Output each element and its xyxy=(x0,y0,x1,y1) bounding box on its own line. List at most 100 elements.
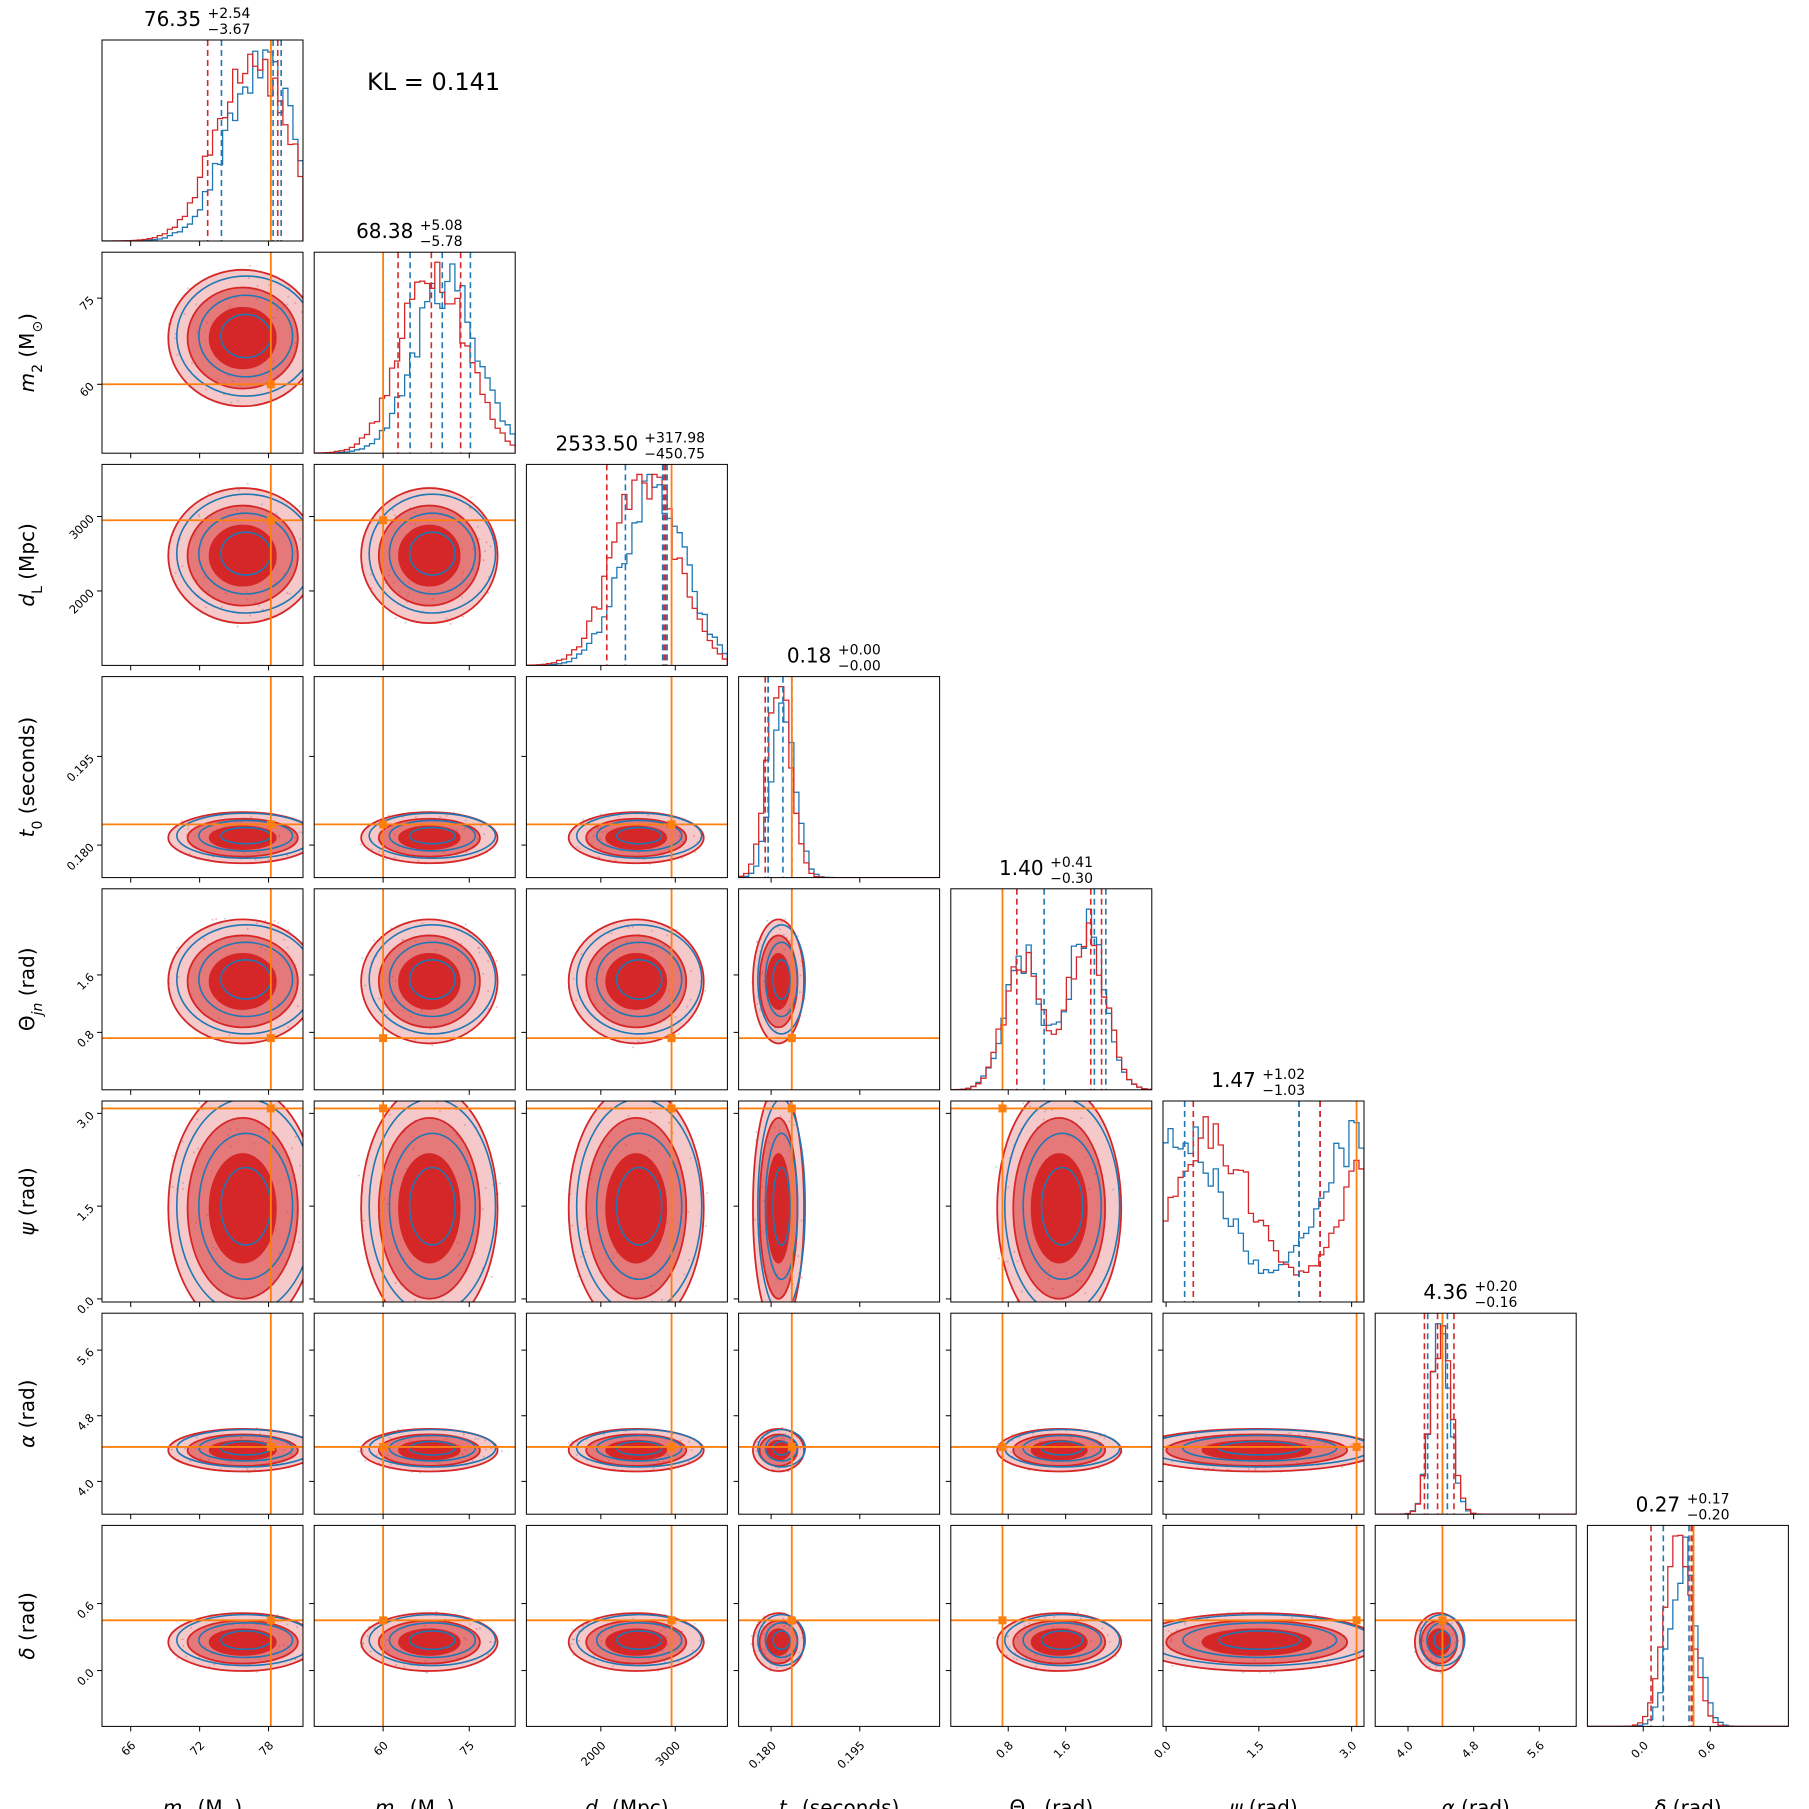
scatter-point xyxy=(188,852,191,855)
scatter-point xyxy=(286,854,289,857)
scatter-point xyxy=(187,824,190,827)
scatter-point xyxy=(1008,1645,1011,1648)
scatter-point xyxy=(482,972,485,975)
hist-title-plus-alpha: +0.20 xyxy=(1475,1279,1518,1295)
scatter-point xyxy=(641,1038,644,1041)
panel-frame xyxy=(313,1100,516,1303)
panel-frame xyxy=(525,1100,728,1303)
scatter-point xyxy=(500,1450,503,1453)
scatter-point xyxy=(1417,1629,1420,1632)
scatter-point xyxy=(750,1635,753,1638)
scatter-point xyxy=(482,832,485,835)
scatter-point xyxy=(287,1025,290,1028)
scatter-point xyxy=(287,295,290,298)
scatter-point xyxy=(461,596,464,599)
scatter-point xyxy=(478,946,481,949)
scatter-point xyxy=(997,1257,1000,1260)
scatter-point xyxy=(176,946,179,949)
scatter-point xyxy=(799,974,802,977)
scatter-point xyxy=(471,1459,474,1462)
scatter-point xyxy=(290,1147,293,1150)
scatter-point xyxy=(1044,1616,1047,1619)
contour-b-level-0 xyxy=(176,493,303,614)
contour-b-level-1 xyxy=(388,941,477,1018)
scatter-point xyxy=(320,989,322,991)
x-tick-label-thetajn: 0.8 xyxy=(993,1738,1016,1761)
scatter-point xyxy=(1367,1637,1369,1639)
scatter-point xyxy=(317,988,319,990)
contour-b-level-1 xyxy=(764,1434,799,1462)
scatter-point xyxy=(311,368,313,370)
truth-marker xyxy=(266,380,275,389)
scatter-point xyxy=(611,1664,614,1667)
scatter-point xyxy=(464,923,467,926)
y-tick-label-alpha: 4.8 xyxy=(74,1411,97,1434)
scatter-point xyxy=(495,1005,498,1008)
x-tick-label-m1: 78 xyxy=(256,1738,276,1758)
scatter-point xyxy=(1043,1110,1046,1113)
hist-title-plus-delta: +0.17 xyxy=(1687,1491,1730,1507)
contour-b-level-0 xyxy=(368,1428,497,1468)
x-tick-label-delta: 0.0 xyxy=(1628,1738,1651,1761)
scatter-point xyxy=(276,1613,279,1616)
scatter-point xyxy=(1014,1652,1017,1655)
scatter-point xyxy=(183,1447,186,1450)
y-axis-label-t0: t0 (seconds) xyxy=(15,717,46,837)
scatter-point xyxy=(663,1660,666,1663)
panel-frame xyxy=(313,1312,516,1515)
panel-frame xyxy=(313,1524,516,1727)
scatter-point xyxy=(477,1437,480,1440)
scatter-point xyxy=(181,1140,184,1143)
scatter-point xyxy=(580,1255,583,1258)
scatter-point xyxy=(369,573,372,576)
contour-b-level-0 xyxy=(575,1613,703,1667)
scatter-point xyxy=(570,1440,573,1443)
scatter-point xyxy=(706,1192,709,1195)
y-axis-label-thetajn: Θjn (rad) xyxy=(15,947,46,1031)
y-tick-label-t0: 0.195 xyxy=(64,751,97,784)
scatter-point xyxy=(478,538,481,541)
contour-b-level-2 xyxy=(615,1630,663,1651)
scatter-point xyxy=(305,1651,307,1653)
x-tick-label-delta: 0.6 xyxy=(1695,1738,1718,1761)
scatter-point xyxy=(1254,1467,1257,1470)
scatter-point xyxy=(693,834,696,837)
scatter-point xyxy=(637,1040,640,1043)
truth-marker xyxy=(998,1442,1007,1451)
scatter-point xyxy=(674,1016,677,1019)
panel-frame xyxy=(950,1100,1153,1303)
truth-marker xyxy=(998,1616,1007,1625)
scatter-point xyxy=(362,1219,365,1222)
scatter-point xyxy=(387,814,390,817)
scatter-point xyxy=(394,1281,397,1284)
scatter-point xyxy=(198,1102,201,1105)
scatter-point xyxy=(1157,1443,1159,1445)
scatter-point xyxy=(572,1638,575,1641)
scatter-point xyxy=(1099,1434,1102,1437)
scatter-point xyxy=(800,1276,803,1279)
scatter-point xyxy=(750,1642,753,1645)
scatter-point xyxy=(286,1623,289,1626)
scatter-point xyxy=(575,999,578,1002)
scatter-point xyxy=(1053,1615,1056,1618)
scatter-point xyxy=(769,1666,772,1669)
panel-frame xyxy=(313,676,516,879)
histogram-a-thetajn xyxy=(950,922,1152,1090)
scatter-point xyxy=(571,1224,574,1227)
contour-b-level-1 xyxy=(388,512,477,595)
hist-title-minus-t0: −0.00 xyxy=(838,659,881,675)
scatter-point xyxy=(797,1254,800,1257)
scatter-point xyxy=(197,513,200,516)
contour-b-level-1 xyxy=(388,1621,477,1659)
scatter-point xyxy=(798,1651,801,1654)
scatter-point xyxy=(370,587,373,590)
scatter-point xyxy=(1423,1659,1426,1662)
scatter-point xyxy=(1171,1664,1174,1667)
x-tick-label-psi: 1.5 xyxy=(1244,1738,1267,1761)
scatter-point xyxy=(482,1455,485,1458)
hist-title-plus-thetajn: +0.41 xyxy=(1050,855,1093,871)
scatter-point xyxy=(445,617,448,620)
contour-b-level-2 xyxy=(408,1630,456,1651)
truth-marker xyxy=(667,1616,676,1625)
scatter-point xyxy=(478,951,481,954)
